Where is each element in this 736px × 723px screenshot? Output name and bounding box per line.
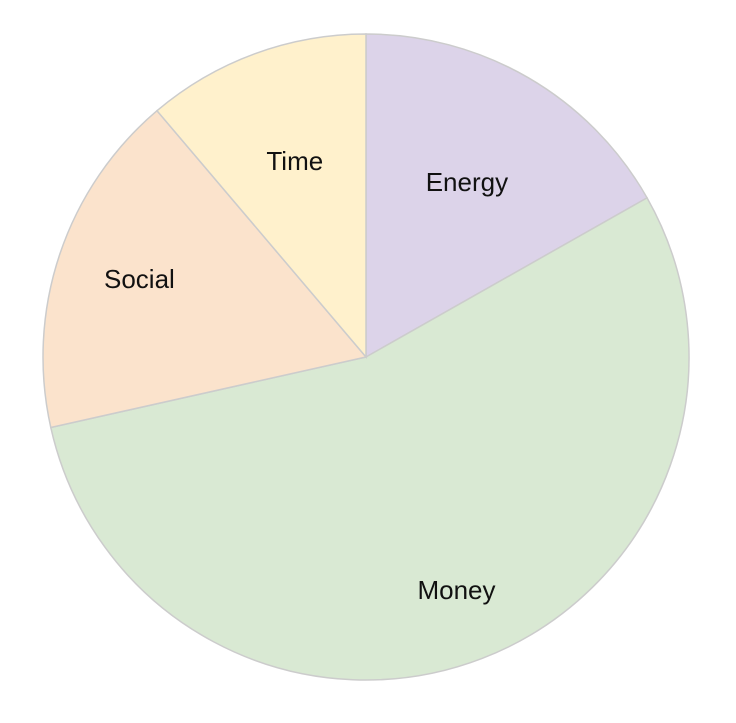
slice-label-energy: Energy [426, 167, 508, 197]
slice-label-time: Time [266, 146, 323, 176]
pie-slice-social [42, 109, 368, 429]
slice-label-money: Money [417, 575, 495, 605]
pie-slice-time [155, 33, 367, 360]
pie-slice-money [49, 196, 690, 681]
slice-label-social: Social [104, 264, 175, 294]
labels-layer: Energy Money Social Time [104, 146, 508, 605]
pie-slice-energy [365, 33, 649, 359]
slices-layer [42, 33, 690, 681]
